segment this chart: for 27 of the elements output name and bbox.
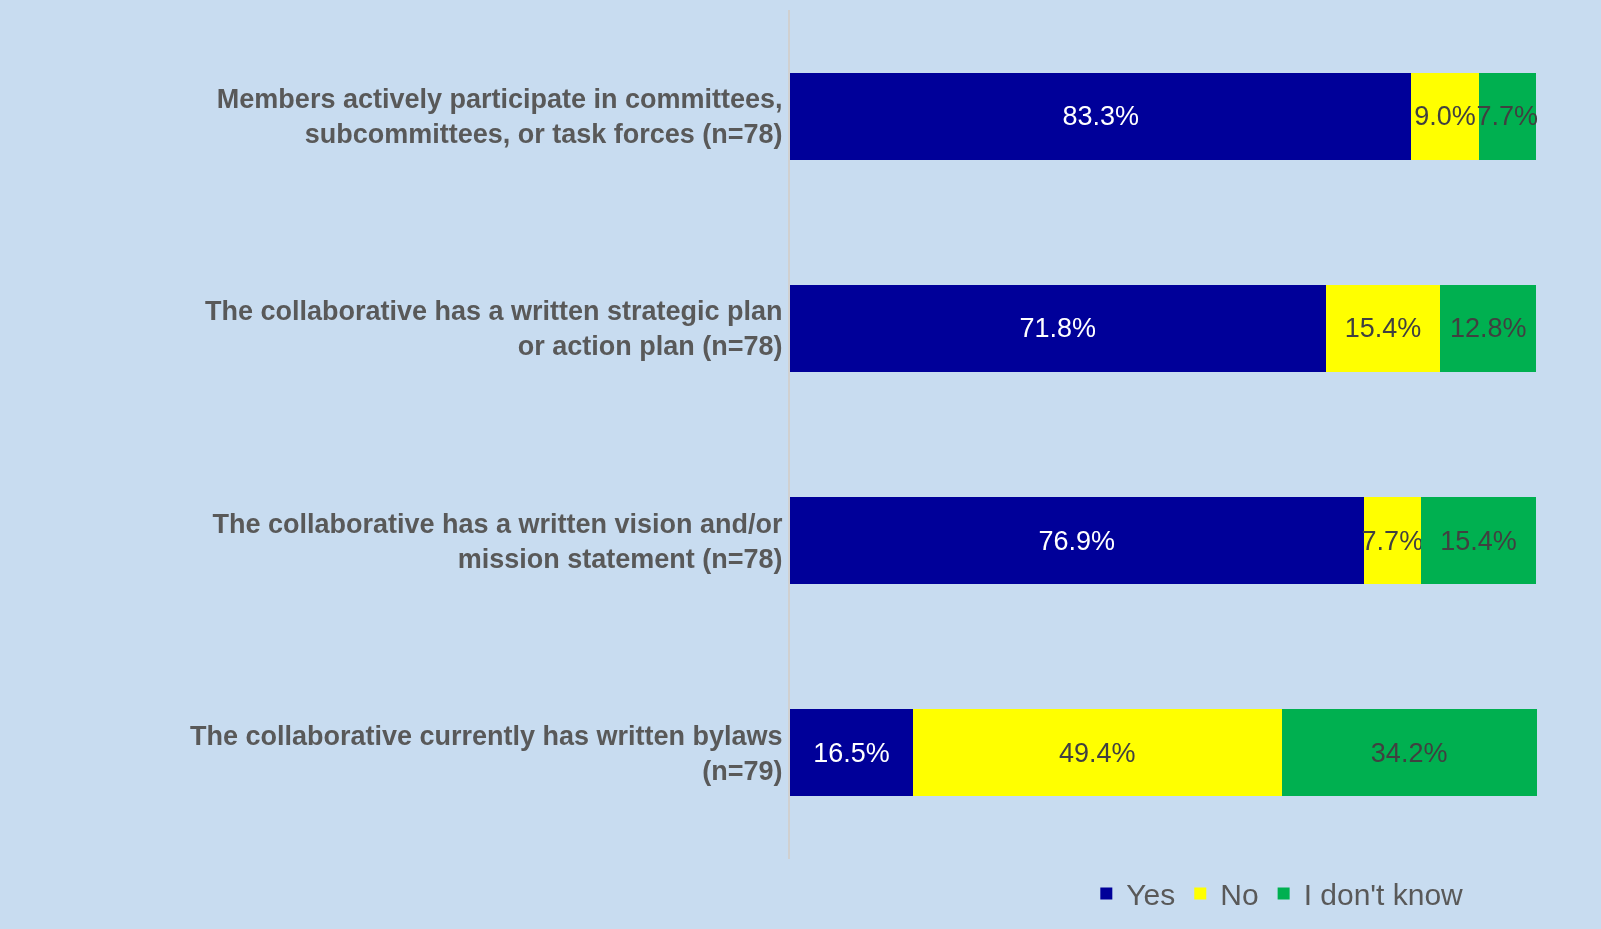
bar — [790, 497, 1364, 585]
data-label: 34.2% — [1370, 737, 1448, 768]
data-label: 49.4% — [1059, 737, 1136, 768]
data-label: 16.5% — [813, 737, 890, 768]
bar — [790, 709, 914, 797]
bar — [1325, 284, 1441, 372]
bar — [1411, 72, 1479, 160]
y-tick-label: The collaborative has a written vision and/or mission statement (n=78) — [212, 508, 784, 574]
data-label: 15.4% — [1344, 313, 1422, 344]
legend-label: Yes — [1126, 878, 1176, 912]
bar — [1440, 284, 1536, 372]
bar — [913, 709, 1282, 797]
bar — [790, 72, 1412, 160]
legend-label: I don't know — [1303, 878, 1464, 912]
data-label: 83.3% — [1062, 101, 1139, 132]
bar — [790, 284, 1326, 372]
data-label: 71.8% — [1019, 313, 1097, 344]
y-tick-label: The collaborative has a written strategic plan or action plan (n=78) — [204, 296, 783, 362]
data-label: 9.0% — [1414, 101, 1476, 132]
bar — [1421, 497, 1536, 585]
y-tick-label: Members actively participate in committees, subcommittees, or task forces (n=78) — [216, 84, 783, 150]
legend-label: No — [1220, 878, 1259, 912]
data-label: 15.4% — [1440, 525, 1517, 556]
data-label: 76.9% — [1038, 525, 1116, 556]
y-tick-label: The collaborative currently has written bylaws (n=79) — [189, 720, 783, 786]
data-label: 12.8% — [1449, 313, 1527, 344]
bar — [1281, 709, 1537, 797]
